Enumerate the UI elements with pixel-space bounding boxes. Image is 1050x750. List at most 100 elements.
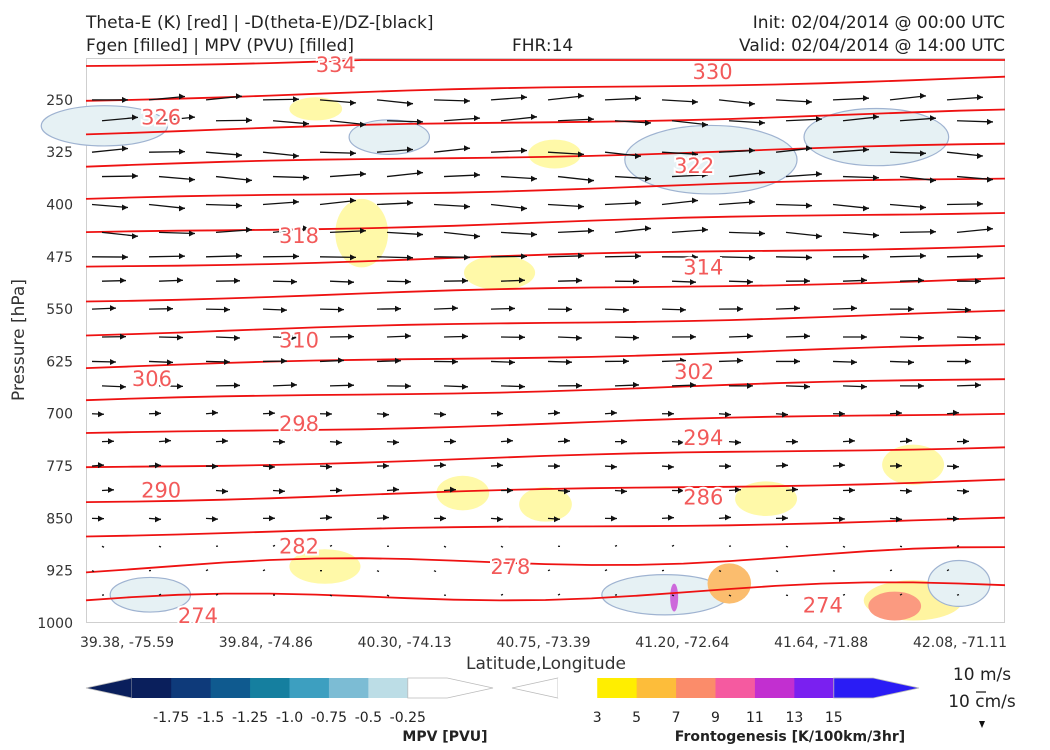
wind-vector-head xyxy=(963,438,969,445)
wind-vector-head xyxy=(623,307,629,314)
wind-vector-head xyxy=(759,119,765,126)
wind-vector-head xyxy=(222,488,228,495)
wind-vector-head xyxy=(554,409,560,416)
wind-vector-head xyxy=(383,411,389,418)
wind-vector-head xyxy=(405,278,411,285)
wind-vector-head xyxy=(177,277,183,284)
wind-vector-head xyxy=(975,334,981,341)
fgen-colorbar-swatch xyxy=(715,678,756,698)
wind-vector-head xyxy=(953,515,959,522)
wind-vector-head xyxy=(303,120,309,127)
theta-e-contour-label: 334 xyxy=(316,53,356,77)
wind-vector-head xyxy=(965,306,971,313)
wind-vector xyxy=(842,545,846,548)
wind-vector-head xyxy=(234,382,240,389)
filled-region xyxy=(882,444,945,485)
wind-vector-head xyxy=(291,381,297,388)
wind-vector-head xyxy=(635,253,641,260)
wind-vector-head xyxy=(179,205,185,212)
wind-vector-head xyxy=(578,92,584,99)
wind-vector-head xyxy=(896,462,902,469)
wind-vector-head xyxy=(645,225,651,232)
mpv-colorbar-swatch xyxy=(210,678,251,698)
wind-vector xyxy=(91,570,95,573)
theta-e-contour xyxy=(85,413,1006,434)
x-axis-label: Latitude,Longitude xyxy=(466,654,626,674)
wind-vector-head xyxy=(165,487,171,494)
filled-region xyxy=(707,563,752,604)
wind-vector-head xyxy=(839,410,845,417)
wind-vector-head xyxy=(519,383,525,390)
wind-vector xyxy=(433,570,437,573)
wind-vector-head xyxy=(474,233,480,240)
wind-vector-head xyxy=(507,437,513,444)
wind-vector xyxy=(443,545,447,548)
wind-vector-head xyxy=(393,486,399,493)
wind-vector-head xyxy=(120,383,126,390)
wind-vector-head xyxy=(554,516,560,523)
wind-vector-head xyxy=(749,254,755,261)
forecast-hour: FHR:14 xyxy=(512,36,574,56)
wind-vector-head xyxy=(633,278,639,285)
wind-vector-head xyxy=(792,486,798,493)
wind-vector-head xyxy=(269,515,275,522)
wind-vector-head xyxy=(521,205,527,212)
wind-vector-head xyxy=(576,334,582,341)
theta-e-contour-label: 322 xyxy=(674,154,714,178)
wind-vector-head xyxy=(635,153,641,160)
wind-vector-head xyxy=(279,438,285,445)
wind-vector xyxy=(386,594,390,597)
wind-vector-head xyxy=(450,438,456,445)
mpv-colorbar-tick-label: -1.75 xyxy=(153,710,189,726)
y-tick-label: 400 xyxy=(46,197,73,213)
filled-region xyxy=(519,487,572,522)
wind-vector-head xyxy=(360,121,366,128)
theta-e-contour-label: 294 xyxy=(683,426,723,450)
wind-vector-head xyxy=(794,358,800,365)
vertical-reference-arrow xyxy=(979,721,985,728)
wind-vector-head xyxy=(987,225,993,232)
wind-vector-head xyxy=(906,488,912,495)
wind-vector-head xyxy=(977,200,983,207)
fgen-colorbar-tick-label: 15 xyxy=(825,710,843,726)
wind-vector-head xyxy=(920,252,926,259)
wind-vector-head xyxy=(165,437,171,444)
wind-vector-head xyxy=(177,383,183,390)
wind-vector-head xyxy=(977,252,983,259)
wind-vector-head xyxy=(474,171,480,178)
mpv-colorbar-min-arrow xyxy=(85,677,133,699)
wind-vector-head xyxy=(326,514,332,521)
wind-vector-head xyxy=(348,333,354,340)
wind-vector-head xyxy=(348,382,354,389)
wind-vector-head xyxy=(747,382,753,389)
wind-vector-head xyxy=(861,383,867,390)
wind-vector-head xyxy=(930,115,936,122)
wind-vector-head xyxy=(108,486,114,493)
wind-vector-head xyxy=(179,148,185,155)
theta-e-contour xyxy=(85,142,1006,168)
wind-vector-head xyxy=(668,514,674,521)
wind-vector-head xyxy=(291,278,297,285)
theta-e-contour xyxy=(85,343,1006,369)
theta-e-contour xyxy=(85,177,1006,200)
wind-vector-head xyxy=(975,278,981,285)
wind-vector xyxy=(728,594,732,597)
wind-vector-head xyxy=(920,204,926,211)
mpv-colorbar-swatch xyxy=(171,678,212,698)
mpv-colorbar-label: MPV [PVU] xyxy=(402,729,487,745)
x-tick-label: 41.20, -72.64 xyxy=(635,635,729,651)
wind-vector-head xyxy=(863,253,869,260)
wind-vector-head xyxy=(792,438,798,445)
wind-vector-head xyxy=(759,169,765,176)
wind-vector-head xyxy=(588,227,594,234)
wind-vector-head xyxy=(749,147,755,154)
wind-vector-head xyxy=(873,232,879,239)
theta-e-contour-label: 274 xyxy=(178,604,218,628)
wind-vector-head xyxy=(179,93,185,100)
wind-vector xyxy=(614,544,618,547)
wind-vector-head xyxy=(564,488,570,495)
wind-vector xyxy=(272,544,276,547)
filled-region xyxy=(348,119,431,156)
theta-e-contour xyxy=(85,245,1006,268)
wind-vector-head xyxy=(977,94,983,101)
